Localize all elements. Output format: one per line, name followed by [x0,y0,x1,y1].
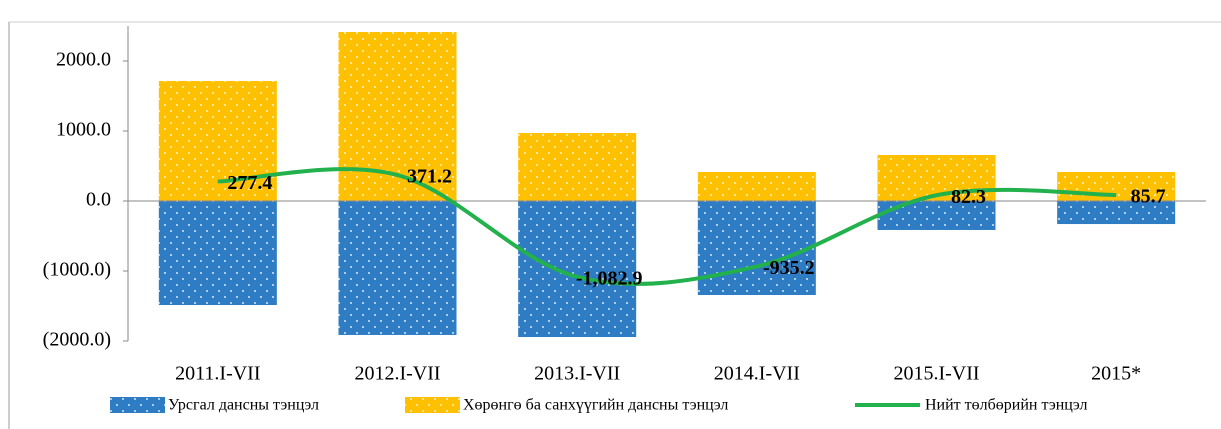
y-tick-label: 1000.0 [56,119,111,141]
bar-texture [697,172,816,201]
x-tick-label: 2013.I-VII [534,363,620,385]
x-tick-label: 2015.I-VII [893,363,979,385]
x-tick-label: 2011.I-VII [175,363,260,385]
bar-texture [158,201,277,306]
data-label: -1,082.9 [576,267,643,289]
legend-swatch-texture [110,397,165,413]
data-label: 82.3 [951,186,986,208]
x-tick-label: 2015* [1091,363,1141,385]
bar-texture [1057,201,1176,225]
x-tick-label: 2012.I-VII [354,363,440,385]
y-tick-label: (1000.0) [43,259,111,281]
data-label: -935.2 [763,257,815,279]
line [217,167,1117,286]
bar-texture [518,133,637,201]
bar-texture [518,201,637,338]
bar-texture [338,201,457,335]
x-tick-label: 2014.I-VII [714,363,800,385]
data-label: 371.2 [407,166,452,188]
data-label: 85.7 [1131,186,1166,208]
legend-label: Хөрөнгө ба санхүүгийн дансны тэнцэл [463,397,728,414]
bar-texture [697,201,816,296]
y-tick-label: (2000.0) [43,329,111,351]
legend-label: Нийт төлбөрийн тэнцэл [925,397,1087,414]
bar-texture [338,32,457,201]
data-label: 277.4 [227,172,272,194]
y-tick-label: 0.0 [86,189,111,211]
y-tick-label: 2000.0 [56,49,111,71]
legend-swatch-texture [405,397,460,413]
legend-label: Урсгал дансны тэнцэл [168,397,319,414]
